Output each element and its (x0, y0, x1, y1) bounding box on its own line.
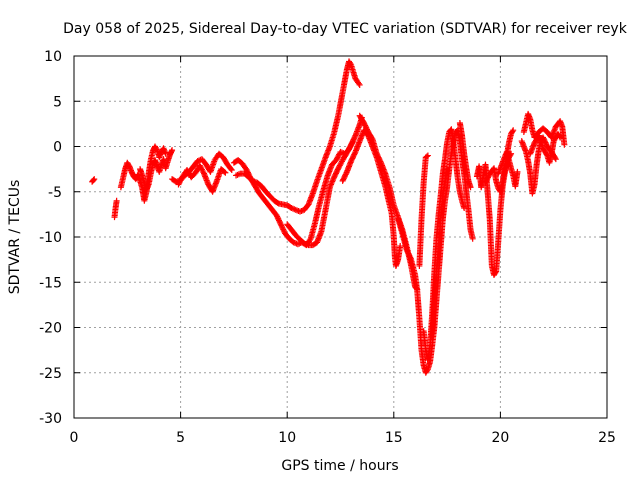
data-point (153, 145, 160, 152)
data-point (91, 176, 98, 183)
data-point (351, 150, 358, 157)
y-tick-label: 5 (53, 94, 62, 110)
data-point (347, 143, 354, 150)
data-point (557, 134, 564, 141)
data-point (221, 168, 228, 175)
data-point (235, 171, 242, 178)
data-point (228, 167, 235, 174)
data-point (509, 128, 516, 135)
data-point (377, 158, 384, 165)
data-point (334, 166, 341, 173)
data-point (351, 133, 358, 140)
data-point (514, 168, 521, 175)
data-point (424, 367, 431, 374)
y-tick-label: -5 (48, 185, 62, 201)
x-tick-label: 25 (598, 430, 616, 446)
data-point (90, 176, 97, 183)
data-point (368, 135, 375, 142)
data-point (397, 243, 404, 250)
data-point (200, 169, 207, 176)
data-point (543, 151, 550, 158)
data-point (234, 171, 241, 178)
y-tick-label: -10 (39, 230, 62, 246)
points-layer (89, 58, 568, 376)
y-tick-label: -25 (39, 366, 62, 382)
y-tick-label: -30 (39, 411, 62, 427)
data-point (552, 156, 559, 163)
data-point (444, 165, 451, 172)
chart-title: Day 058 of 2025, Sidereal Day-to-day VTE… (63, 21, 628, 37)
data-point (510, 127, 517, 134)
data-point (556, 133, 563, 140)
data-point (424, 152, 431, 159)
y-tick-label: 10 (44, 49, 62, 65)
data-point (355, 80, 362, 87)
x-axis-label: GPS time / hours (281, 458, 398, 474)
data-point (227, 165, 234, 172)
data-point (113, 197, 120, 204)
x-tick-label: 5 (176, 430, 185, 446)
data-point (347, 60, 354, 67)
data-point (492, 269, 499, 276)
data-point (356, 81, 363, 88)
ticks-layer: 0 5 10 15 20 25 -30 -25 -20 -15 -10 -5 0 5 10 (39, 49, 616, 446)
data-point (306, 237, 313, 244)
data-point (467, 184, 474, 191)
data-point (222, 169, 229, 176)
data-point (343, 170, 350, 177)
data-point (561, 141, 568, 148)
x-tick-label: 20 (491, 430, 509, 446)
data-point (461, 205, 468, 212)
data-point (469, 235, 476, 242)
data-point (169, 147, 176, 154)
x-tick-label: 15 (385, 430, 403, 446)
y-axis-label: SDTVAR / TECUs (7, 180, 23, 295)
x-tick-label: 10 (278, 430, 296, 446)
data-point (407, 254, 414, 261)
y-tick-label: -20 (39, 321, 62, 337)
x-tick-label: 0 (70, 430, 79, 446)
y-tick-label: -15 (39, 275, 62, 291)
data-point (423, 153, 430, 160)
y-tick-label: 0 (53, 140, 62, 156)
